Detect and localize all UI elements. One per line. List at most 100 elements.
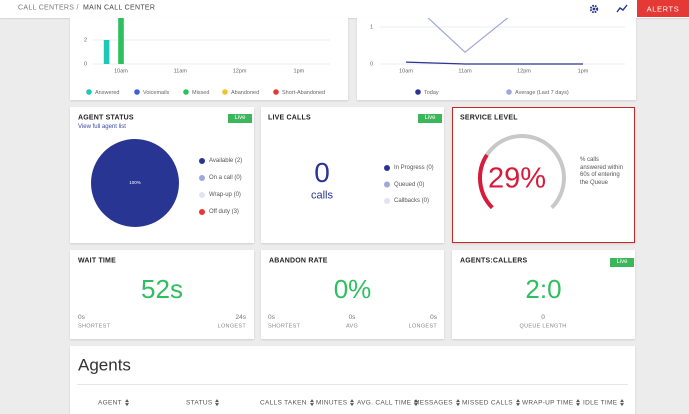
y-tick-label: 2 [84, 37, 87, 43]
x-tick-label: 10am [114, 68, 128, 74]
panel-title: AGENT STATUS [78, 114, 134, 122]
pie-label: 100% [129, 180, 141, 185]
column-header[interactable]: AGENT [98, 399, 129, 407]
pie-slice [91, 139, 179, 227]
trend-icon[interactable] [616, 4, 628, 14]
gauge-description: % calls answered within 60s of entering … [580, 157, 624, 186]
legend-label: Abandoned [231, 90, 259, 96]
column-header[interactable]: AVG. CALL TIME [357, 399, 419, 407]
legend-label: Average (Last 7 days) [515, 90, 569, 96]
live-badge: Live [418, 114, 442, 123]
gauge-label: 29% [487, 162, 547, 195]
column-header[interactable]: MISSED CALLS [462, 399, 520, 407]
stat-sub-label: SHORTEST [268, 323, 301, 330]
line [427, 18, 509, 53]
sort-icon[interactable] [124, 399, 129, 407]
panel-title: SERVICE LEVEL [460, 114, 518, 122]
sort-icon[interactable] [309, 399, 314, 407]
y-tick-label: 0 [370, 61, 373, 67]
legend-swatch [273, 89, 279, 95]
panel-title: WAIT TIME [78, 257, 116, 265]
alerts-label: ALERTS [646, 3, 680, 13]
stat-sub-label: QUEUE LENGTH [519, 323, 567, 330]
bar [118, 18, 124, 64]
plot [380, 18, 625, 65]
page-title: MAIN CALL CENTER [83, 4, 156, 12]
legend-label: Wrap-up (0) [209, 192, 241, 198]
top-bar [0, 0, 689, 18]
legend-swatch [86, 89, 92, 95]
legend-swatch [384, 181, 390, 188]
stat-sub-value: 0s [348, 313, 356, 321]
settings-icon[interactable] [589, 4, 599, 14]
x-tick-label: 1pm [578, 68, 589, 74]
gauge-value [478, 153, 494, 210]
x-tick-label: 12pm [517, 68, 531, 74]
sort-icon[interactable] [576, 399, 581, 407]
column-header[interactable]: CALLS TAKEN [260, 399, 314, 407]
y-tick-label: 1 [370, 24, 373, 30]
legend-swatch [199, 158, 205, 164]
x-tick-label: 11am [174, 68, 188, 74]
legend-label: Short-Abandoned [282, 90, 325, 96]
legend-swatch [415, 89, 421, 95]
service-level-panel [452, 107, 635, 243]
stat-sub-label: SHORTEST [78, 323, 111, 330]
sort-icon[interactable] [515, 399, 520, 407]
stat-value: 52s [141, 274, 183, 304]
stat-sub-label: LONGEST [217, 323, 246, 330]
divider [77, 384, 628, 385]
legend-swatch [199, 209, 205, 215]
agents-table-panel [70, 346, 635, 414]
column-header[interactable]: STATUS [186, 399, 220, 407]
legend-label: Missed [192, 90, 209, 96]
stat-sub-value: 24s [235, 313, 246, 321]
x-tick-label: 12pm [233, 68, 247, 74]
wait-time-panel [70, 250, 254, 339]
panel-title: ABANDON RATE [269, 257, 328, 265]
x-tick-label: 11am [458, 68, 472, 74]
stat-sub-label: AVG [345, 323, 359, 330]
sort-icon[interactable] [455, 399, 460, 407]
trend-chart-panel [357, 18, 636, 100]
column-header[interactable]: WRAP-UP TIME [522, 399, 581, 407]
legend-label: Today [424, 90, 439, 96]
legend-label: In Progress (0) [394, 165, 434, 171]
legend-label: Callbacks (0) [394, 198, 430, 204]
stat-sub-value: 0s [268, 313, 275, 321]
live-badge: Live [228, 114, 252, 123]
bar [103, 40, 110, 64]
agent-list-link[interactable]: View full agent list [78, 124, 126, 130]
sort-icon[interactable] [350, 399, 355, 407]
stat-sub-value: 0 [541, 313, 545, 321]
legend-swatch [384, 165, 390, 171]
stat-sub-value: 0s [78, 313, 85, 321]
panel-title: LIVE CALLS [268, 114, 311, 122]
live-badge: Live [610, 258, 634, 267]
legend-label: On a call (0) [209, 175, 242, 181]
agents-callers-panel [452, 250, 635, 339]
sort-icon[interactable] [215, 399, 220, 407]
stat-value: 2:0 [525, 274, 562, 304]
panel-title: AGENTS:CALLERS [460, 257, 528, 265]
legend-label: Off duty (3) [209, 209, 239, 215]
column-header[interactable]: MESSAGES [414, 399, 460, 407]
x-tick-label: 10am [399, 68, 413, 74]
y-tick-label: 0 [84, 61, 87, 67]
line [405, 61, 583, 65]
legend-swatch [222, 89, 228, 95]
abandon-rate-panel [261, 250, 444, 339]
alerts-button[interactable] [637, 0, 689, 17]
legend-swatch [199, 175, 205, 181]
sort-icon[interactable] [620, 399, 625, 407]
calls-unit: calls [310, 189, 334, 202]
sort-icon[interactable] [414, 399, 419, 407]
table-title: Agents [78, 355, 131, 375]
stat-sub-value: 0s [430, 313, 437, 321]
legend-swatch [506, 89, 512, 95]
legend-label: Voicemails [143, 90, 170, 96]
column-header[interactable]: MINUTES [316, 399, 355, 407]
column-header[interactable]: IDLE TIME [583, 399, 625, 407]
x-tick-label: 1pm [294, 68, 305, 74]
